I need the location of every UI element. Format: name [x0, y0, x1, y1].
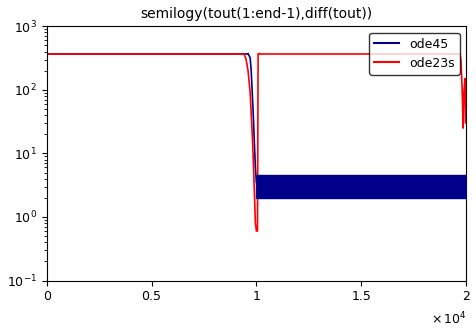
ode23s [240, 52, 246, 56]
Legend: ode45, ode23s: ode45, ode23s [368, 32, 459, 75]
Title: semilogy(tout(1:end-1),diff(tout)): semilogy(tout(1:end-1),diff(tout)) [140, 7, 372, 21]
ode23s [44, 52, 50, 56]
Text: $\times\,10^4$: $\times\,10^4$ [430, 311, 465, 328]
ode45 [245, 52, 250, 56]
ode45 [44, 52, 50, 56]
